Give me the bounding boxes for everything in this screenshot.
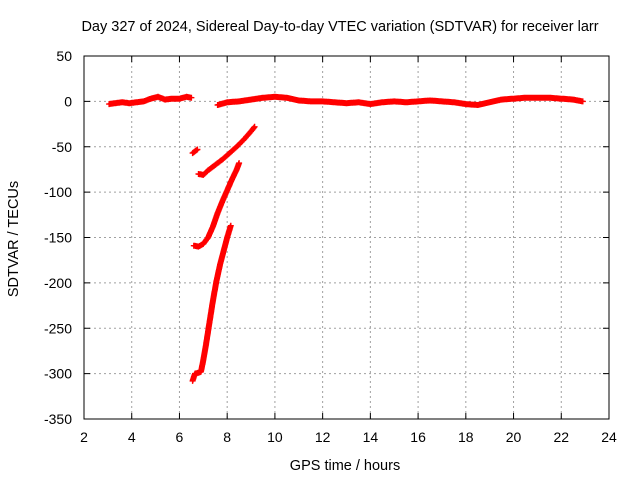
y-tick-label: -50 [52, 139, 72, 155]
data-point-run [214, 93, 586, 108]
y-axis-label: SDTVAR / TECUs [6, 181, 22, 297]
data-point-run [106, 93, 195, 108]
x-tick-label: 14 [363, 429, 379, 445]
x-tick-label: 2 [80, 429, 88, 445]
x-tick-label: 12 [315, 429, 331, 445]
x-tick-label: 10 [267, 429, 283, 445]
y-tick-label: 0 [64, 93, 72, 109]
axis-ticks: 2 4 6 8 10 12 14 16 18 20 22 24-350-300-250-200-150… [44, 48, 617, 445]
data-series [106, 93, 586, 384]
data-point-run [189, 146, 201, 157]
y-tick-label: 50 [56, 48, 72, 64]
data-point-run [195, 123, 258, 178]
x-axis-label: GPS time / hours [290, 458, 400, 474]
y-tick-label: -350 [44, 411, 72, 427]
x-tick-label: 20 [506, 429, 522, 445]
grid-lines [84, 56, 609, 419]
x-tick-label: 16 [410, 429, 426, 445]
data-point-run [190, 160, 243, 250]
x-tick-label: 18 [458, 429, 474, 445]
y-tick-label: -250 [44, 320, 72, 336]
y-tick-label: -100 [44, 184, 72, 200]
chart-title: Day 327 of 2024, Sidereal Day-to-day VTE… [81, 19, 598, 35]
y-tick-label: -150 [44, 230, 72, 246]
y-tick-label: -300 [44, 366, 72, 382]
x-tick-label: 6 [176, 429, 184, 445]
data-point-run [189, 222, 234, 384]
x-tick-label: 8 [223, 429, 231, 445]
x-tick-label: 22 [553, 429, 569, 445]
y-tick-label: -200 [44, 275, 72, 291]
x-tick-label: 24 [601, 429, 617, 445]
x-tick-label: 4 [128, 429, 136, 445]
